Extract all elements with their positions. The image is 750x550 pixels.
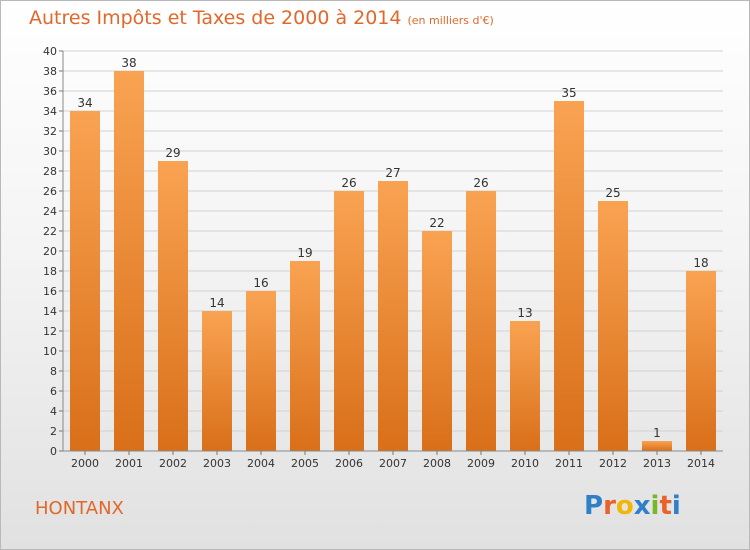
data-label-2012: 25 (605, 186, 620, 200)
x-tick-label-2001: 2001 (115, 457, 143, 470)
logo-letter: r (603, 491, 616, 521)
y-tick-label-34: 34 (43, 105, 57, 118)
bar-2009 (466, 191, 496, 451)
data-label-2009: 26 (473, 176, 488, 190)
bar-2005 (290, 261, 320, 451)
x-tick-label-2013: 2013 (643, 457, 671, 470)
x-tick-label-2009: 2009 (467, 457, 495, 470)
bars: 34 38 29 14 16 19 26 27 22 26 13 35 25 1 18 (70, 56, 716, 451)
y-tick-label-6: 6 (50, 385, 57, 398)
bar-2001 (114, 71, 144, 451)
data-label-2006: 26 (341, 176, 356, 190)
x-tick-label-2014: 2014 (687, 457, 715, 470)
data-label-2013: 1 (653, 426, 661, 440)
y-tick-label-0: 0 (50, 445, 57, 458)
y-tick-label-22: 22 (43, 225, 57, 238)
y-tick-label-40: 40 (43, 45, 57, 58)
y-tick-label-32: 32 (43, 125, 57, 138)
data-label-2002: 29 (165, 146, 180, 160)
y-tick-label-38: 38 (43, 65, 57, 78)
x-tick-label-2007: 2007 (379, 457, 407, 470)
y-tick-label-2: 2 (50, 425, 57, 438)
chart-title: Autres Impôts et Taxes de 2000 à 2014 (en… (29, 7, 494, 29)
logo-letter: t (659, 491, 672, 521)
data-label-2000: 34 (77, 96, 92, 110)
x-tick-label-2000: 2000 (71, 457, 99, 470)
bar-2013 (642, 441, 672, 451)
x-tick-label-2011: 2011 (555, 457, 583, 470)
logo-letter: x (633, 491, 651, 521)
logo-letter: P (584, 491, 604, 521)
bar-2004 (246, 291, 276, 451)
y-tick-label-26: 26 (43, 185, 57, 198)
data-label-2010: 13 (517, 306, 532, 320)
x-tick-label-2010: 2010 (511, 457, 539, 470)
data-label-2001: 38 (121, 56, 136, 70)
bar-2011 (554, 101, 584, 451)
data-label-2011: 35 (561, 86, 576, 100)
data-label-2007: 27 (385, 166, 400, 180)
bar-2010 (510, 321, 540, 451)
x-tick-label-2005: 2005 (291, 457, 319, 470)
y-tick-label-18: 18 (43, 265, 57, 278)
bar-2014 (686, 271, 716, 451)
chart-subtitle: (en milliers d'€) (407, 14, 494, 27)
bar-2007 (378, 181, 408, 451)
y-tick-label-4: 4 (50, 405, 57, 418)
data-label-2008: 22 (429, 216, 444, 230)
logo-letter: o (615, 491, 634, 521)
commune-name: HONTANX (35, 498, 124, 519)
y-tick-label-36: 36 (43, 85, 57, 98)
x-tick-label-2008: 2008 (423, 457, 451, 470)
y-tick-label-12: 12 (43, 325, 57, 338)
bar-2000 (70, 111, 100, 451)
chart-title-text: Autres Impôts et Taxes de 2000 à 2014 (29, 7, 402, 29)
bar-2003 (202, 311, 232, 451)
logo-letter: i (671, 491, 681, 521)
y-tick-label-8: 8 (50, 365, 57, 378)
x-tick-label-2006: 2006 (335, 457, 363, 470)
data-label-2014: 18 (693, 256, 708, 270)
data-label-2004: 16 (253, 276, 268, 290)
x-axis: 2000 2001 2002 2003 2004 2005 2006 2007 2008 2009… (63, 450, 723, 470)
y-tick-label-24: 24 (43, 205, 57, 218)
logo-letter: i (650, 491, 660, 521)
data-label-2003: 14 (209, 296, 224, 310)
y-tick-label-28: 28 (43, 165, 57, 178)
x-tick-label-2002: 2002 (159, 457, 187, 470)
bar-2008 (422, 231, 452, 451)
y-tick-label-30: 30 (43, 145, 57, 158)
bar-2006 (334, 191, 364, 451)
y-tick-label-14: 14 (43, 305, 57, 318)
y-tick-label-20: 20 (43, 245, 57, 258)
x-tick-label-2012: 2012 (599, 457, 627, 470)
data-label-2005: 19 (297, 246, 312, 260)
bar-2002 (158, 161, 188, 451)
y-tick-label-10: 10 (43, 345, 57, 358)
y-tick-label-16: 16 (43, 285, 57, 298)
bar-2012 (598, 201, 628, 451)
proxiti-logo[interactable]: Proxiti (584, 491, 681, 521)
x-tick-label-2004: 2004 (247, 457, 275, 470)
x-tick-label-2003: 2003 (203, 457, 231, 470)
